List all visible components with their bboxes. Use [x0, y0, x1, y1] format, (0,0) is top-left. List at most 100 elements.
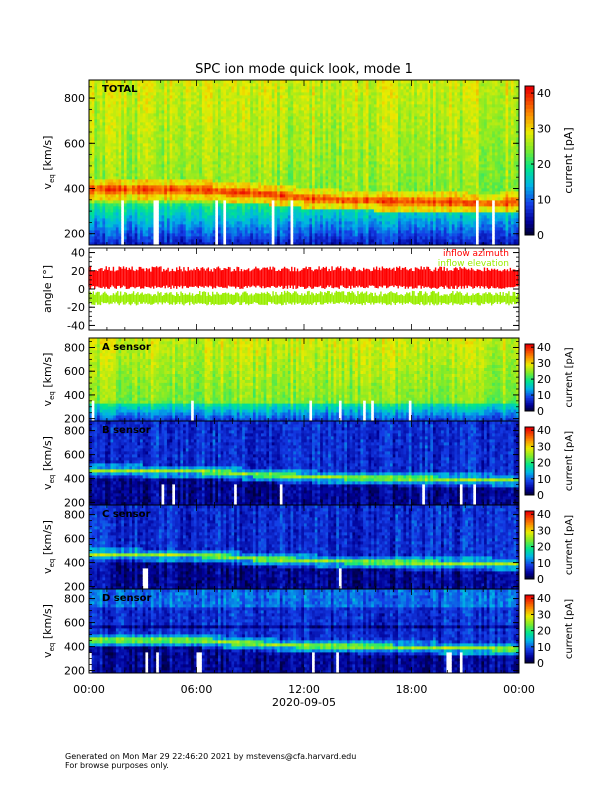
heatmap-cell [124, 224, 127, 227]
heatmap-cell [121, 140, 124, 143]
heatmap-cell [145, 230, 148, 233]
heatmap-cell [137, 200, 140, 203]
heatmap-cell [119, 212, 122, 215]
heatmap-cell [145, 110, 148, 113]
heatmap-cell [100, 101, 103, 104]
heatmap-cell [129, 113, 132, 116]
heatmap-cell [143, 149, 146, 152]
heatmap-cell [129, 134, 132, 137]
heatmap-cell [121, 191, 124, 194]
heatmap-cell [137, 107, 140, 110]
heatmap-cell [94, 218, 97, 221]
heatmap-cell [145, 104, 148, 107]
heatmap-cell [148, 140, 151, 143]
heatmap-cell [102, 113, 105, 116]
heatmap-cell [105, 98, 108, 101]
heatmap-cell [145, 158, 148, 161]
heatmap-cell [135, 203, 138, 206]
heatmap-cell [97, 185, 100, 188]
heatmap-cell [97, 80, 100, 83]
heatmap-cell [154, 131, 157, 134]
heatmap-cell [121, 209, 124, 212]
heatmap-cell [124, 146, 127, 149]
heatmap-cell [111, 143, 114, 146]
heatmap-cell [145, 179, 148, 182]
heatmap-cell [108, 134, 111, 137]
heatmap-cell [143, 131, 146, 134]
heatmap-cell [100, 113, 103, 116]
heatmap-cell [121, 203, 124, 206]
heatmap-cell [137, 173, 140, 176]
heatmap-cell [121, 128, 124, 131]
heatmap-cell [143, 89, 146, 92]
heatmap-cell [148, 143, 151, 146]
heatmap-cell [102, 188, 105, 191]
heatmap-cell [129, 227, 132, 230]
heatmap-cell [94, 92, 97, 95]
heatmap-cell [151, 98, 154, 101]
heatmap-cell [121, 161, 124, 164]
heatmap-cell [132, 197, 135, 200]
heatmap-cell [132, 137, 135, 140]
heatmap-cell [132, 80, 135, 83]
heatmap-cell [132, 134, 135, 137]
heatmap-cell [108, 107, 111, 110]
heatmap-cell [111, 215, 114, 218]
heatmap-cell [102, 134, 105, 137]
heatmap-cell [100, 80, 103, 83]
heatmap-cell [108, 125, 111, 128]
heatmap-cell [92, 218, 95, 221]
heatmap-cell [151, 230, 154, 233]
heatmap-cell [108, 149, 111, 152]
heatmap-cell [105, 134, 108, 137]
heatmap-cell [100, 140, 103, 143]
heatmap-cell [124, 173, 127, 176]
heatmap-cell [111, 119, 114, 122]
heatmap-cell [151, 224, 154, 227]
heatmap-cell [132, 233, 135, 236]
heatmap-cell [111, 206, 114, 209]
heatmap-cell [102, 137, 105, 140]
heatmap-cell [145, 122, 148, 125]
heatmap-cell [111, 230, 114, 233]
heatmap-cell [113, 146, 116, 149]
heatmap-cell [111, 203, 114, 206]
heatmap-cell [100, 146, 103, 149]
heatmap-cell [113, 215, 116, 218]
heatmap-cell [148, 158, 151, 161]
heatmap-cell [108, 233, 111, 236]
heatmap-cell [113, 224, 116, 227]
heatmap-cell [151, 149, 154, 152]
heatmap-cell [127, 98, 130, 101]
heatmap-cell [116, 131, 119, 134]
heatmap-cell [148, 146, 151, 149]
heatmap-cell [94, 194, 97, 197]
heatmap-cell [105, 170, 108, 173]
heatmap-cell [132, 140, 135, 143]
heatmap-cell [156, 227, 159, 230]
heatmap-cell [119, 206, 122, 209]
heatmap-cell [97, 143, 100, 146]
heatmap-cell [97, 233, 100, 236]
heatmap-cell [145, 152, 148, 155]
heatmap-cell [124, 95, 127, 98]
heatmap-cell [148, 191, 151, 194]
heatmap-cell [151, 95, 154, 98]
heatmap-cell [129, 158, 132, 161]
heatmap-cell [143, 230, 146, 233]
heatmap-cell [111, 218, 114, 221]
heatmap-cell [105, 239, 108, 242]
heatmap-cell [97, 227, 100, 230]
heatmap-cell [124, 236, 127, 239]
heatmap-cell [116, 122, 119, 125]
heatmap-cell [127, 113, 130, 116]
heatmap-cell [111, 221, 114, 224]
heatmap-cell [135, 206, 138, 209]
heatmap-cell [143, 173, 146, 176]
heatmap-cell [135, 140, 138, 143]
heatmap-cell [108, 155, 111, 158]
heatmap-cell [111, 149, 114, 152]
heatmap-cell [145, 116, 148, 119]
heatmap-cell [119, 101, 122, 104]
heatmap-cell [154, 98, 157, 101]
